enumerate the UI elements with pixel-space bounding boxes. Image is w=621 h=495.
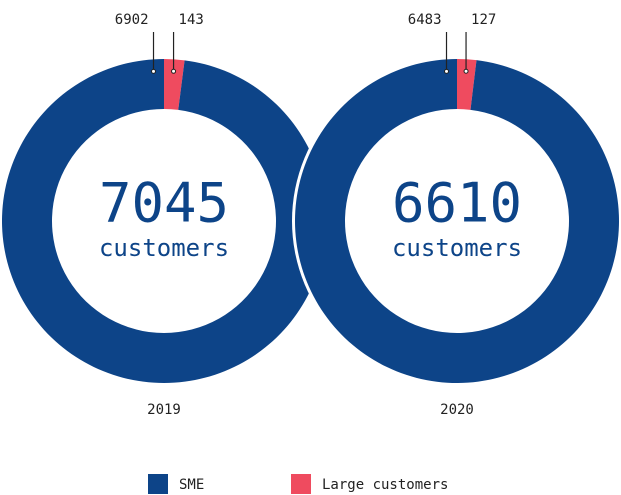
center-label: customers xyxy=(392,234,522,262)
center-total: 6610 xyxy=(392,172,522,235)
leader-dot xyxy=(151,68,157,74)
year-label: 2019 xyxy=(147,402,181,418)
donut-segment xyxy=(164,59,185,110)
value-label: 6483 xyxy=(408,12,442,28)
value-label: 127 xyxy=(471,12,496,28)
legend-label: Large customers xyxy=(322,477,448,493)
value-label: 6902 xyxy=(115,12,149,28)
legend-swatch xyxy=(148,474,168,494)
center-label: customers xyxy=(99,234,229,262)
donut-segment xyxy=(457,59,477,110)
donut-segment xyxy=(1,59,326,383)
leader-dot xyxy=(171,68,177,74)
leader-dot xyxy=(444,68,450,74)
value-label: 143 xyxy=(179,12,204,28)
donut-segment xyxy=(295,59,620,384)
leader-dot xyxy=(463,68,469,74)
legend-swatch xyxy=(291,474,311,494)
center-total: 7045 xyxy=(99,172,229,235)
legend-label: SME xyxy=(179,477,204,493)
year-label: 2020 xyxy=(440,402,474,418)
